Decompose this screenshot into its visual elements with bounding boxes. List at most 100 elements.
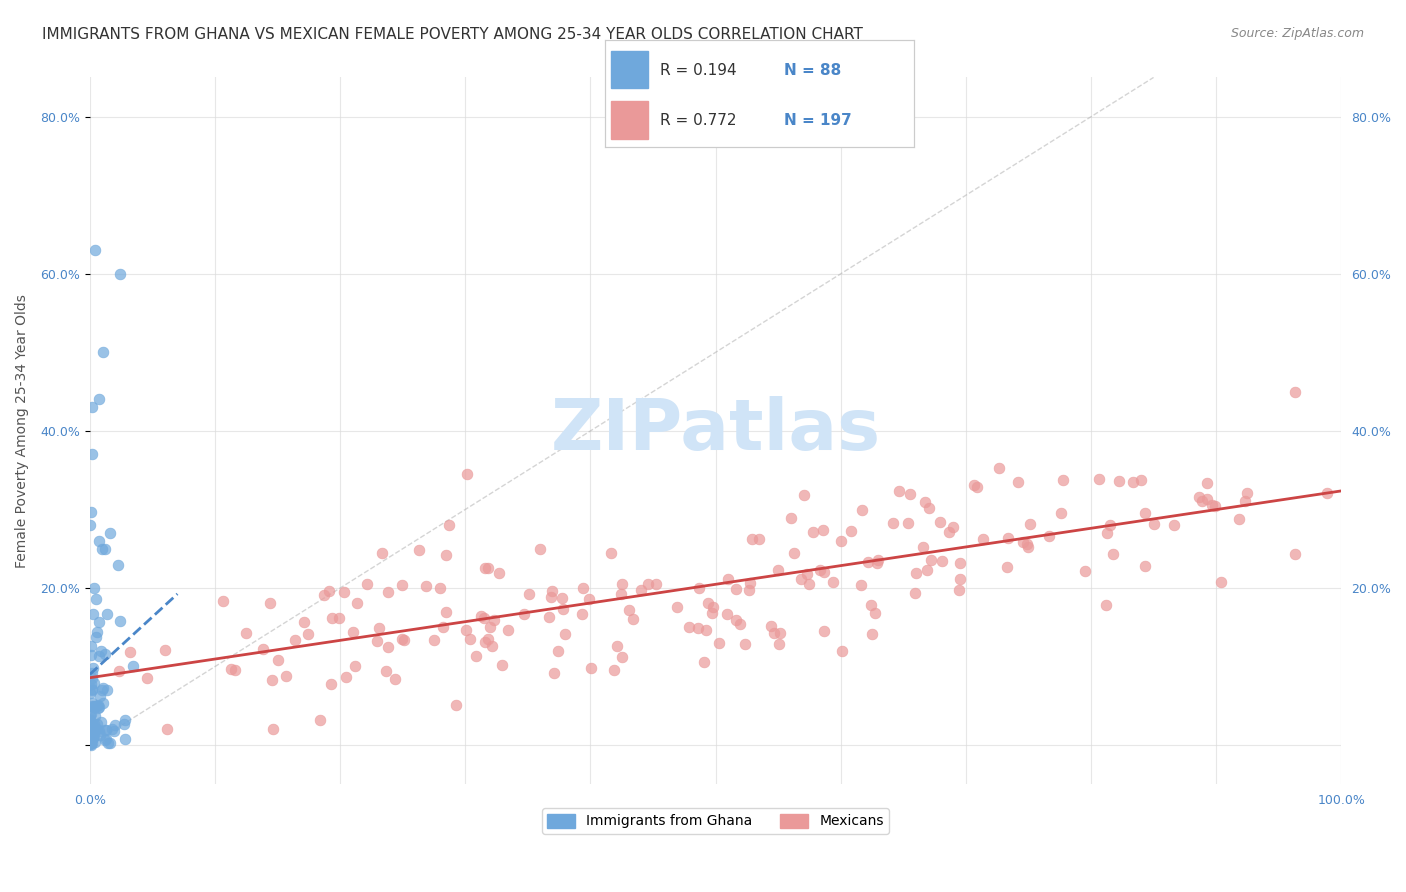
Text: R = 0.194: R = 0.194 — [661, 62, 737, 78]
Point — [297, 627, 319, 641]
Point — [811, 524, 834, 538]
Point — [793, 488, 815, 502]
Point — [619, 603, 641, 617]
Point — [91, 682, 114, 697]
Point — [693, 655, 716, 669]
Point — [696, 596, 718, 610]
Point — [513, 607, 536, 621]
Point — [292, 615, 315, 629]
Point — [80, 707, 103, 722]
Point — [83, 244, 105, 258]
Point — [82, 660, 104, 674]
Point — [644, 577, 666, 591]
FancyBboxPatch shape — [610, 101, 648, 138]
Point — [612, 649, 634, 664]
Point — [920, 553, 942, 567]
Point — [997, 531, 1019, 545]
Text: ZIPatlas: ZIPatlas — [551, 396, 880, 466]
Point — [91, 696, 114, 710]
Point — [90, 644, 112, 658]
Point — [972, 532, 994, 546]
Point — [779, 511, 801, 525]
Point — [470, 609, 492, 624]
Point — [1197, 492, 1219, 507]
Point — [481, 639, 503, 653]
Point — [80, 736, 103, 750]
Legend: Immigrants from Ghana, Mexicans: Immigrants from Ghana, Mexicans — [541, 808, 889, 834]
Point — [866, 553, 889, 567]
Point — [82, 719, 104, 733]
Point — [606, 639, 628, 653]
Point — [371, 546, 394, 560]
Point — [93, 733, 115, 747]
Point — [114, 713, 136, 727]
Point — [831, 643, 853, 657]
Point — [89, 723, 111, 738]
Point — [571, 607, 593, 621]
Point — [80, 720, 103, 734]
Point — [1099, 517, 1122, 532]
Point — [995, 559, 1018, 574]
Point — [93, 723, 115, 738]
Point — [543, 666, 565, 681]
Point — [80, 696, 103, 710]
Point — [84, 709, 107, 723]
Point — [80, 733, 103, 747]
Point — [748, 533, 770, 547]
Point — [96, 683, 118, 698]
Point — [949, 557, 972, 571]
Point — [456, 467, 478, 482]
Point — [80, 666, 103, 681]
Point — [1201, 498, 1223, 512]
Point — [333, 584, 356, 599]
Point — [686, 622, 709, 636]
Point — [89, 728, 111, 742]
Point — [87, 392, 110, 407]
Point — [963, 477, 986, 491]
Point — [83, 716, 105, 731]
Point — [1233, 494, 1256, 508]
Point — [839, 524, 862, 538]
Point — [716, 607, 738, 621]
Point — [103, 724, 125, 739]
Point — [274, 669, 297, 683]
Point — [321, 611, 343, 625]
Point — [821, 575, 844, 590]
Point — [342, 625, 364, 640]
Point — [630, 583, 652, 598]
Point — [1038, 528, 1060, 542]
Point — [579, 661, 602, 675]
Point — [79, 727, 101, 741]
Point — [866, 556, 889, 570]
Point — [91, 345, 114, 359]
Point — [1052, 473, 1074, 487]
Point — [488, 566, 510, 581]
Point — [763, 626, 786, 640]
Point — [456, 623, 478, 637]
Point — [80, 682, 103, 697]
Point — [529, 541, 551, 556]
Point — [1135, 507, 1157, 521]
Point — [252, 641, 274, 656]
Point — [695, 623, 717, 637]
Point — [224, 663, 246, 677]
Point — [415, 579, 437, 593]
Point — [1195, 475, 1218, 490]
Point — [86, 698, 108, 713]
Point — [477, 561, 499, 575]
Point — [91, 541, 114, 556]
Point — [346, 596, 368, 610]
Point — [79, 639, 101, 653]
Point — [309, 713, 332, 727]
Point — [1227, 512, 1250, 526]
Point — [366, 633, 388, 648]
Point — [849, 577, 872, 591]
Point — [408, 542, 430, 557]
Point — [904, 566, 927, 580]
Point — [259, 597, 281, 611]
Point — [377, 640, 399, 654]
Point — [725, 582, 748, 596]
Point — [335, 671, 357, 685]
Point — [367, 621, 389, 635]
Point — [458, 632, 481, 647]
